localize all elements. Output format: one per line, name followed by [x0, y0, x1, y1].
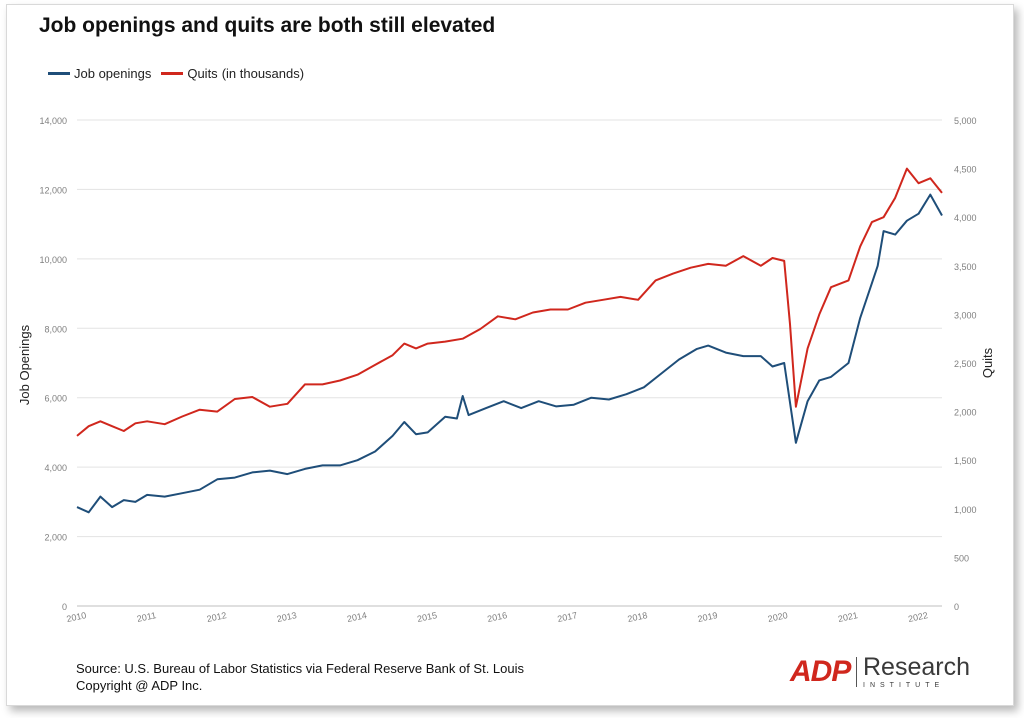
chart-card: [6, 4, 1014, 706]
y-tick-label-right: 5,000: [954, 116, 977, 126]
x-tick-label: 2013: [276, 610, 298, 624]
y-tick-label-left: 12,000: [39, 185, 67, 195]
y-tick-label-right: 1,000: [954, 505, 977, 515]
y-tick-label-left: 6,000: [44, 394, 67, 404]
adp-logo-mark: ADP: [790, 655, 851, 688]
x-tick-label: 2011: [136, 610, 157, 624]
x-tick-label: 2018: [627, 610, 649, 624]
y-tick-label-left: 14,000: [39, 116, 67, 126]
y-tick-label-right: 3,500: [954, 262, 977, 272]
x-tick-label: 2022: [907, 610, 929, 624]
legend-unit: (in thousands): [221, 66, 305, 81]
logo-divider: [856, 657, 857, 687]
y-tick-label-left: 10,000: [39, 255, 67, 265]
x-tick-label: 2016: [486, 610, 508, 624]
x-tick-label: 2021: [837, 610, 859, 624]
y-tick-label-right: 4,000: [954, 213, 977, 223]
legend-label-job-openings: Job openings: [74, 66, 152, 81]
copyright-note: Copyright @ ADP Inc.: [76, 678, 203, 693]
x-tick-label: 2014: [346, 610, 368, 624]
y-tick-label-right: 0: [954, 602, 959, 612]
y-tick-label-left: 0: [62, 602, 67, 612]
y-axis-title-right: Quits: [980, 347, 995, 378]
y-tick-label-right: 2,500: [954, 359, 977, 369]
source-note: Source: U.S. Bureau of Labor Statistics …: [76, 661, 524, 676]
x-tick-label: 2019: [697, 610, 719, 624]
x-tick-label: 2010: [66, 610, 88, 624]
y-tick-label-left: 2,000: [44, 533, 67, 543]
logo-text: Research INSTITUTE: [863, 653, 970, 690]
y-tick-label-right: 1,500: [954, 456, 977, 466]
legend-label-quits: Quits: [187, 66, 218, 81]
logo-institute-text: INSTITUTE: [863, 682, 945, 689]
legend-item-job-openings: Job openings: [48, 66, 151, 81]
y-tick-label-right: 4,500: [954, 165, 977, 175]
series-line-quits: [76, 167, 943, 437]
logo-research-text: Research: [863, 653, 970, 681]
legend-item-quits: Quits (in thousands): [161, 66, 304, 81]
chart-footer: Source: U.S. Bureau of Labor Statistics …: [76, 660, 524, 694]
y-tick-label-right: 500: [954, 553, 969, 563]
x-tick-label: 2015: [416, 610, 438, 624]
legend-swatch-quits: [161, 72, 184, 75]
adp-research-institute-logo: ADP Research INSTITUTE: [790, 652, 970, 692]
x-tick-label: 2012: [206, 610, 228, 624]
chart-legend: Job openings Quits (in thousands): [48, 66, 314, 81]
y-tick-label-right: 3,000: [954, 310, 977, 320]
y-tick-label-left: 8,000: [44, 324, 67, 334]
x-tick-label: 2017: [556, 610, 578, 624]
legend-swatch-job-openings: [48, 72, 70, 75]
y-axis-title-left: Job Openings: [17, 324, 32, 405]
y-tick-label-right: 2,000: [954, 408, 977, 418]
y-tick-label-left: 4,000: [44, 463, 67, 473]
x-tick-label: 2020: [767, 610, 789, 624]
series-line-job-openings: [76, 193, 943, 514]
chart-title: Job openings and quits are both still el…: [39, 14, 496, 37]
